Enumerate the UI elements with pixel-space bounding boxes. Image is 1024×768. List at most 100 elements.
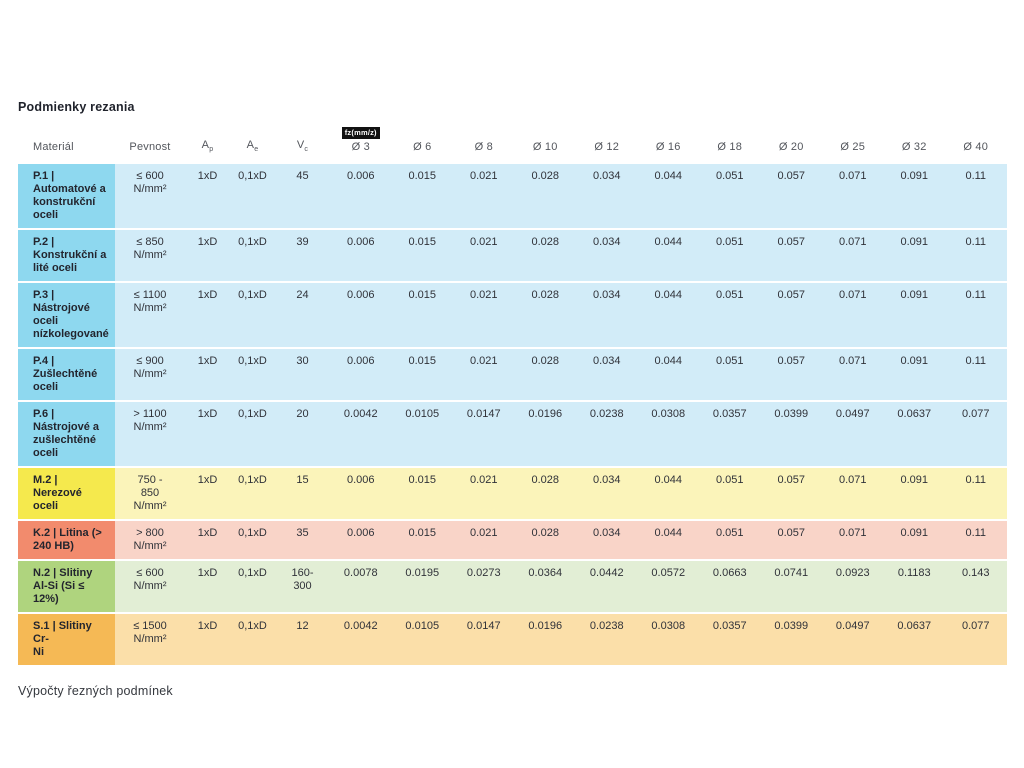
material-cell: P.1 | Automatové a konstrukční oceli: [18, 164, 115, 228]
fz-cell: 0.0357: [699, 614, 761, 665]
page-title: Podmienky rezania: [18, 100, 135, 114]
param-base: A: [246, 138, 255, 151]
pevnost-cell: ≤ 900 N/mm²: [115, 349, 185, 400]
fz-cell: 0.051: [699, 164, 761, 228]
col-header-diameter: Ø 6: [392, 116, 454, 162]
fz-cell: 0.006: [330, 164, 392, 228]
vc-cell: 39: [275, 230, 330, 281]
vc-cell: 30: [275, 349, 330, 400]
fz-cell: 0.044: [637, 521, 699, 559]
col-header-diameter: fz(mm/z) Ø 3: [330, 116, 392, 162]
fz-cell: 0.015: [391, 521, 453, 559]
col-header-diameter: Ø 25: [822, 116, 884, 162]
fz-cell: 0.015: [391, 283, 453, 347]
material-cell: N.2 | Slitiny Al-Si (Si ≤ 12%): [18, 561, 115, 612]
fz-cell: 0.044: [637, 468, 699, 519]
diameter-label: Ø 8: [474, 141, 493, 153]
ap-cell: 1xD: [185, 468, 230, 519]
ap-cell: 1xD: [185, 349, 230, 400]
vc-cell: 24: [275, 283, 330, 347]
fz-cell: 0.091: [883, 521, 945, 559]
fz-cell: 0.0308: [637, 614, 699, 665]
fz-cell: 0.0923: [822, 561, 884, 612]
pevnost-cell: ≤ 600 N/mm²: [115, 164, 185, 228]
param-sub: p: [209, 146, 214, 153]
fz-cell: 0.0357: [699, 402, 761, 466]
vc-cell: 20: [275, 402, 330, 466]
col-header-diameter: Ø 10: [515, 116, 577, 162]
param-sub: e: [254, 146, 259, 153]
ap-cell: 1xD: [185, 614, 230, 665]
fz-cell: 0.071: [822, 521, 884, 559]
fz-cell: 0.015: [391, 230, 453, 281]
fz-cell: 0.021: [453, 164, 515, 228]
ae-cell: 0,1xD: [230, 230, 275, 281]
fz-cell: 0.0637: [883, 614, 945, 665]
ap-cell: 1xD: [185, 521, 230, 559]
fz-cell: 0.028: [514, 349, 576, 400]
fz-cell: 0.071: [822, 230, 884, 281]
fz-cell: 0.071: [822, 283, 884, 347]
table-row: P.6 | Nástrojové a zušlechtěné oceli > 11…: [18, 402, 1007, 466]
material-cell: S.1 | Slitiny Cr- Ni: [18, 614, 115, 665]
fz-cell: 0.0147: [453, 614, 515, 665]
fz-cell: 0.051: [699, 521, 761, 559]
table-row: P.3 | Nástrojové oceli nízkolegované ≤ 11…: [18, 283, 1007, 347]
diameter-label: Ø 18: [717, 141, 743, 153]
fz-cell: 0.028: [514, 283, 576, 347]
param-base: V: [296, 138, 305, 151]
fz-cell: 0.057: [760, 468, 822, 519]
table-row: P.2 | Konstrukční a lité oceli ≤ 850 N/mm…: [18, 230, 1007, 281]
fz-cell: 0.006: [330, 349, 392, 400]
fz-cell: 0.006: [330, 468, 392, 519]
fz-cell: 0.034: [576, 349, 638, 400]
fz-cell: 0.0238: [576, 614, 638, 665]
fz-cell: 0.057: [760, 164, 822, 228]
fz-cell: 0.028: [514, 468, 576, 519]
fz-cell: 0.028: [514, 164, 576, 228]
col-header-diameter: Ø 8: [453, 116, 515, 162]
fz-cell: 0.0042: [330, 402, 392, 466]
param-base: A: [201, 138, 210, 151]
fz-cell: 0.11: [945, 468, 1007, 519]
col-header-diameter: Ø 20: [761, 116, 823, 162]
fz-cell: 0.021: [453, 521, 515, 559]
diameter-label: Ø 12: [594, 141, 620, 153]
fz-cell: 0.071: [822, 164, 884, 228]
fz-cell: 0.091: [883, 349, 945, 400]
ap-cell: 1xD: [185, 230, 230, 281]
fz-cell: 0.071: [822, 468, 884, 519]
fz-cell: 0.0147: [453, 402, 515, 466]
ae-cell: 0,1xD: [230, 468, 275, 519]
fz-cell: 0.11: [945, 521, 1007, 559]
fz-cell: 0.11: [945, 230, 1007, 281]
ap-cell: 1xD: [185, 561, 230, 612]
col-header-param: Vc: [275, 116, 330, 162]
fz-cell: 0.0105: [391, 402, 453, 466]
pevnost-cell: ≤ 1100 N/mm²: [115, 283, 185, 347]
diameter-label: Ø 16: [655, 141, 681, 153]
fz-cell: 0.034: [576, 283, 638, 347]
vc-cell: 15: [275, 468, 330, 519]
fz-cell: 0.11: [945, 283, 1007, 347]
fz-cell: 0.044: [637, 230, 699, 281]
fz-cell: 0.0399: [760, 402, 822, 466]
fz-cell: 0.051: [699, 230, 761, 281]
table-row: N.2 | Slitiny Al-Si (Si ≤ 12%) ≤ 600 N/mm…: [18, 561, 1007, 612]
param-sub: c: [304, 146, 309, 153]
fz-cell: 0.034: [576, 230, 638, 281]
fz-cell: 0.057: [760, 349, 822, 400]
fz-cell: 0.091: [883, 164, 945, 228]
fz-cell: 0.006: [330, 283, 392, 347]
diameter-label: Ø 40: [963, 141, 989, 153]
material-cell: P.2 | Konstrukční a lité oceli: [18, 230, 115, 281]
ae-cell: 0,1xD: [230, 561, 275, 612]
fz-cell: 0.044: [637, 164, 699, 228]
diameter-label: Ø 10: [532, 141, 558, 153]
fz-cell: 0.044: [637, 349, 699, 400]
fz-cell: 0.091: [883, 283, 945, 347]
fz-cell: 0.057: [760, 283, 822, 347]
fz-cell: 0.021: [453, 349, 515, 400]
fz-cell: 0.11: [945, 164, 1007, 228]
